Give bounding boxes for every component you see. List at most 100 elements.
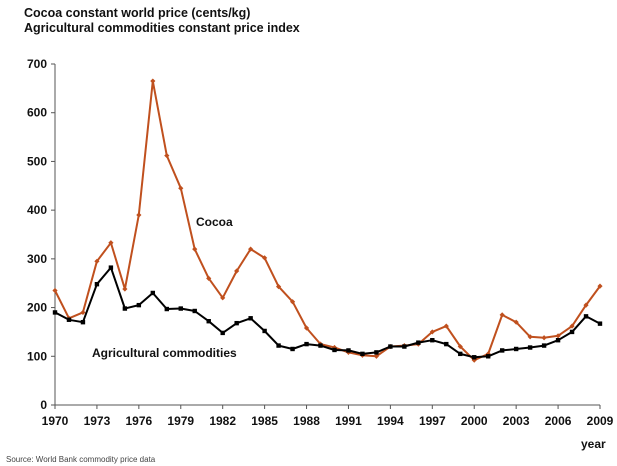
- data-point-agricultural-commodities: [416, 340, 421, 345]
- data-point-agricultural-commodities: [527, 345, 533, 350]
- data-point-agricultural-commodities: [164, 306, 169, 312]
- chart-axes: 0 100 200 300 400 500 600 700 1970 1973 1976 1979 19…: [27, 57, 614, 428]
- data-point-cocoa: [303, 325, 310, 331]
- x-tick-label: 1976: [125, 414, 152, 428]
- data-point-agricultural-commodities: [541, 343, 547, 348]
- data-point-cocoa: [136, 212, 142, 218]
- data-point-agricultural-commodities: [304, 341, 309, 347]
- y-tick-label: 400: [27, 203, 47, 217]
- data-point-cocoa: [164, 152, 170, 159]
- data-point-cocoa: [234, 268, 240, 274]
- data-point-agricultural-commodities: [374, 350, 379, 355]
- data-point-agricultural-commodities: [234, 320, 239, 326]
- data-point-agricultural-commodities: [276, 343, 281, 348]
- data-point-cocoa: [192, 246, 198, 252]
- data-point-agricultural-commodities: [94, 281, 100, 287]
- chart-labels: Cocoa Agricultural commodities year: [92, 215, 606, 451]
- data-point-agricultural-commodities: [178, 306, 183, 311]
- data-point-cocoa: [262, 255, 268, 261]
- data-point-agricultural-commodities: [262, 328, 267, 334]
- data-point-agricultural-commodities: [430, 338, 435, 343]
- data-point-agricultural-commodities: [108, 265, 114, 270]
- data-point-cocoa: [443, 323, 449, 329]
- data-point-agricultural-commodities: [555, 338, 561, 343]
- data-point-agricultural-commodities: [583, 314, 589, 319]
- data-point-agricultural-commodities: [150, 290, 156, 296]
- data-point-cocoa: [52, 287, 58, 294]
- chart-series: [52, 78, 603, 363]
- series-label-agricultural-commodities: Agricultural commodities: [92, 346, 237, 360]
- x-tick-label: 1994: [377, 414, 404, 428]
- data-point-cocoa: [569, 323, 575, 329]
- data-point-agricultural-commodities: [220, 330, 225, 336]
- data-point-cocoa: [94, 258, 100, 264]
- chart-title-line-2: Agricultural commodities constant price …: [24, 21, 300, 35]
- data-point-agricultural-commodities: [472, 355, 477, 360]
- series-line-cocoa: [54, 80, 601, 362]
- data-point-agricultural-commodities: [346, 348, 351, 353]
- data-point-cocoa: [555, 333, 561, 339]
- data-point-cocoa: [80, 309, 86, 316]
- data-point-agricultural-commodities: [444, 341, 449, 347]
- x-axis-label: year: [581, 437, 606, 451]
- y-tick-label: 0: [40, 398, 47, 412]
- data-point-agricultural-commodities: [513, 346, 519, 352]
- data-point-cocoa: [513, 319, 519, 325]
- data-point-cocoa: [122, 286, 128, 292]
- data-point-agricultural-commodities: [192, 308, 197, 314]
- data-point-agricultural-commodities: [486, 354, 491, 359]
- data-point-agricultural-commodities: [248, 316, 253, 321]
- data-point-cocoa: [206, 275, 212, 281]
- data-point-cocoa: [248, 246, 254, 252]
- data-point-agricultural-commodities: [332, 347, 337, 353]
- data-point-agricultural-commodities: [499, 348, 505, 353]
- x-tick-label: 1973: [84, 414, 111, 428]
- data-point-agricultural-commodities: [66, 317, 72, 322]
- data-point-agricultural-commodities: [80, 319, 86, 325]
- data-point-agricultural-commodities: [402, 344, 407, 349]
- data-point-cocoa: [150, 78, 156, 84]
- data-point-cocoa: [108, 240, 114, 246]
- x-tick-label: 1991: [335, 414, 362, 428]
- data-point-cocoa: [457, 343, 463, 350]
- y-tick-label: 100: [27, 349, 47, 363]
- x-tick-label: 2003: [503, 414, 530, 428]
- x-tick-label: 1982: [209, 414, 236, 428]
- data-point-cocoa: [485, 351, 491, 357]
- data-point-cocoa: [220, 295, 226, 301]
- y-tick-label: 600: [27, 106, 47, 120]
- data-point-agricultural-commodities: [597, 321, 603, 326]
- data-point-cocoa: [499, 312, 505, 318]
- data-point-cocoa: [541, 335, 547, 341]
- data-point-agricultural-commodities: [122, 306, 128, 311]
- series-label-cocoa: Cocoa: [196, 215, 233, 229]
- data-point-agricultural-commodities: [52, 310, 58, 315]
- data-point-agricultural-commodities: [136, 302, 142, 308]
- y-tick-label: 500: [27, 154, 47, 168]
- x-tick-label: 2006: [545, 414, 572, 428]
- x-tick-label: 1985: [251, 414, 278, 428]
- data-point-agricultural-commodities: [290, 346, 295, 352]
- chart-title: Cocoa constant world price (cents/kg) Ag…: [24, 6, 300, 36]
- x-tick-label: 1997: [419, 414, 446, 428]
- x-tick-label: 1970: [42, 414, 69, 428]
- data-point-cocoa: [275, 284, 282, 290]
- data-point-cocoa: [289, 299, 296, 305]
- chart-title-line-1: Cocoa constant world price (cents/kg): [24, 6, 251, 20]
- data-point-cocoa: [373, 353, 380, 359]
- data-point-agricultural-commodities: [318, 343, 323, 348]
- data-point-agricultural-commodities: [360, 351, 365, 357]
- y-tick-label: 700: [27, 57, 47, 71]
- y-tick-label: 200: [27, 301, 47, 315]
- x-tick-label: 2000: [461, 414, 488, 428]
- x-tick-label: 1979: [167, 414, 194, 428]
- data-point-agricultural-commodities: [569, 329, 575, 335]
- data-point-agricultural-commodities: [206, 319, 211, 324]
- data-point-agricultural-commodities: [458, 351, 463, 357]
- series-line-agricultural-commodities: [54, 266, 601, 359]
- x-tick-label: 1988: [293, 414, 320, 428]
- data-point-agricultural-commodities: [388, 344, 393, 349]
- source-note: Source: World Bank commodity price data: [6, 455, 156, 464]
- x-tick-label: 2009: [587, 414, 614, 428]
